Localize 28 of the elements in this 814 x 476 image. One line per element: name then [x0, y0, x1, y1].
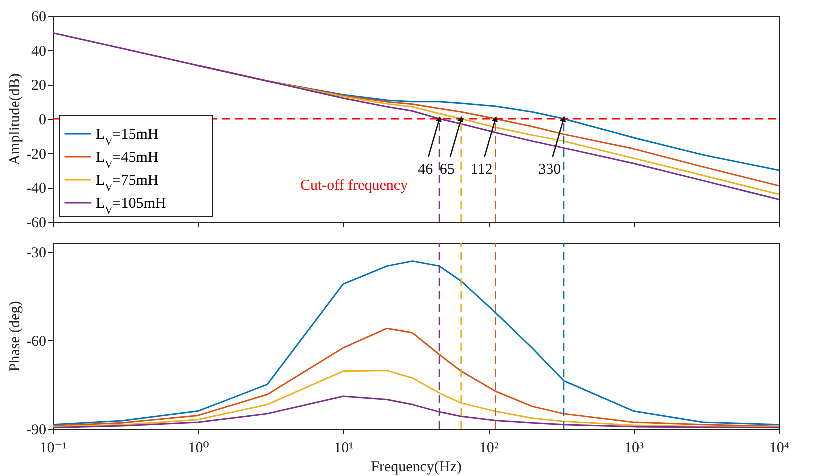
- legend-label: L$_{V}$=75mH: [96, 173, 159, 194]
- y-axis-title: Phase (deg): [8, 301, 24, 372]
- y-tick-label: 60: [32, 10, 46, 26]
- y-tick-label: -60: [26, 334, 46, 350]
- y-tick-label: -60: [26, 216, 46, 232]
- annotation: 65: [440, 162, 455, 178]
- annotation: 112: [470, 162, 493, 178]
- legend-label: L$_{V}$=45mH: [96, 150, 159, 170]
- y-tick-label: -20: [26, 146, 46, 163]
- annotation: 330: [538, 162, 562, 178]
- y-axis-title: Amplitude(dB): [8, 74, 24, 166]
- y-tick-label: 0: [39, 112, 46, 128]
- legend-label: L$_{V}$=105mH: [96, 196, 166, 216]
- legend-label: L$_{V}$=15mH: [96, 127, 159, 148]
- x-tick-label: 10¹: [334, 440, 354, 456]
- y-tick-label: -30: [26, 245, 46, 262]
- y-tick-label: 40: [32, 44, 46, 60]
- annotation: Cut-off frequency: [300, 178, 409, 194]
- x-tick-label: 10⁻¹: [40, 440, 68, 456]
- x-tick-label: 10²: [479, 440, 500, 456]
- x-axis-title: Frequency(Hz): [371, 460, 462, 476]
- y-tick-label: -90: [26, 422, 46, 438]
- x-tick-label: 10³: [624, 440, 645, 456]
- x-tick-label: 10⁴: [769, 440, 790, 456]
- x-tick-label: 10⁰: [188, 440, 210, 456]
- annotation: 46: [418, 162, 434, 178]
- y-tick-label: 20: [32, 78, 46, 94]
- y-tick-label: -40: [26, 181, 46, 198]
